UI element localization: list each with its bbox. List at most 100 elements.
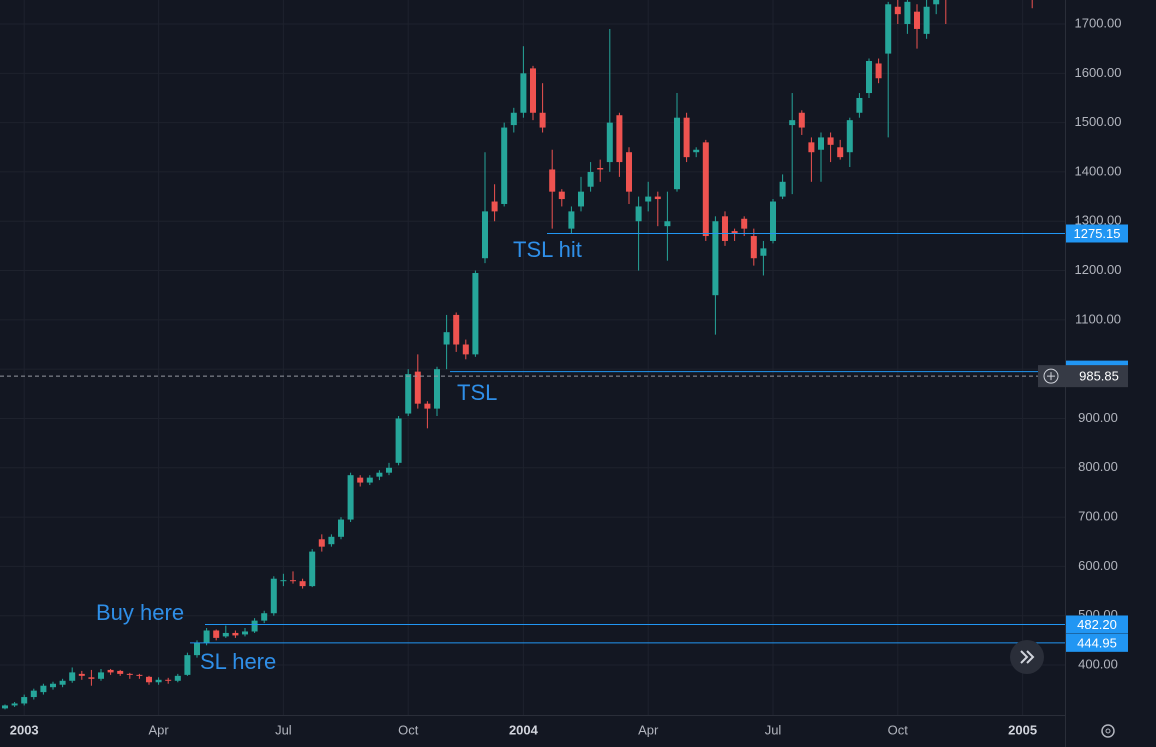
candle-body [693, 149, 700, 153]
y-tick-label: 1600.00 [1075, 65, 1122, 80]
candle-body [491, 201, 498, 212]
candle-body [539, 112, 546, 128]
y-tick-label: 800.00 [1078, 459, 1118, 474]
candle-body [242, 631, 248, 635]
candle-body [549, 169, 556, 192]
candle-body [338, 519, 344, 537]
candle-body [664, 221, 671, 227]
candle-body [856, 97, 863, 113]
candle-body [712, 221, 719, 296]
candle-body [674, 117, 680, 190]
price-label-box [1066, 224, 1128, 243]
candle-body [184, 655, 191, 675]
candle-body [203, 630, 210, 643]
candle-body [472, 273, 479, 355]
y-tick-label: 1100.00 [1075, 311, 1121, 326]
candle-body [78, 673, 85, 676]
candle-body [818, 137, 824, 150]
candle-body [827, 137, 834, 145]
candle-body [69, 672, 76, 681]
candle-body [779, 181, 786, 197]
axes: 400.00500.00600.00700.00800.00900.001000… [10, 15, 1128, 737]
annotation: TSL hit [513, 237, 582, 262]
x-tick-label: Jul [765, 722, 782, 737]
candle-body [933, 0, 940, 5]
crosshair-plus [1043, 368, 1059, 384]
candle-body [645, 196, 652, 202]
candle-body [318, 539, 325, 547]
settings-icon[interactable] [1101, 724, 1115, 738]
candle-body [222, 632, 229, 637]
settings-icon-center[interactable] [1105, 728, 1111, 734]
candle-body [155, 679, 162, 683]
candle-body [146, 676, 152, 683]
candle-body [866, 60, 872, 94]
settings-button[interactable] [1101, 724, 1115, 738]
scroll-button[interactable] [1010, 640, 1044, 674]
candle-body [251, 620, 258, 632]
candle-body [174, 675, 181, 681]
x-tick-label: Oct [398, 722, 419, 737]
candle-body [750, 236, 757, 259]
candle-body [558, 191, 565, 200]
candle-body [798, 112, 805, 128]
candle-body [376, 472, 383, 477]
candle-body [837, 147, 844, 158]
candle-body [270, 578, 277, 614]
candle-body [194, 642, 200, 656]
current-price-label: 985.85 [1079, 369, 1119, 384]
candle-body [309, 551, 316, 587]
price-label-box [1066, 615, 1128, 634]
candle-body [424, 403, 431, 409]
price-label: 444.95 [1077, 635, 1117, 650]
y-tick-label: 1300.00 [1075, 213, 1122, 228]
candle-body [923, 6, 930, 34]
candle-body [462, 344, 469, 355]
candle-body [885, 4, 892, 54]
candle-body [11, 703, 18, 706]
candle-body [904, 1, 911, 25]
y-tick-label: 600.00 [1078, 558, 1118, 573]
candle-body [520, 73, 527, 113]
candle-body [597, 167, 604, 170]
scroll-icon[interactable] [1020, 650, 1035, 664]
current-price-box [1038, 365, 1128, 388]
y-tick-label: 700.00 [1078, 509, 1118, 524]
candle-body [626, 152, 632, 192]
candle-body [654, 196, 661, 200]
candle-body [117, 670, 124, 674]
annotation: SL here [200, 649, 276, 674]
candle-body [2, 705, 8, 709]
price-label-box [1066, 633, 1128, 652]
candle-body [606, 122, 613, 163]
y-tick-label: 1500.00 [1075, 114, 1122, 129]
x-tick-label: 2005 [1008, 722, 1037, 737]
candle-body [770, 201, 776, 241]
candle-body [482, 211, 488, 259]
candle-body [414, 371, 421, 404]
crosshair-plus-icon [1047, 372, 1055, 381]
candle-body [760, 248, 767, 256]
candle-body [213, 630, 220, 638]
candle-body [808, 142, 815, 153]
plot-area [0, 0, 1065, 710]
y-tick-label: 900.00 [1078, 410, 1118, 425]
y-tick-label: 1400.00 [1075, 163, 1122, 178]
candle-body [894, 6, 901, 15]
x-tick-label: Apr [638, 722, 659, 737]
price-label: 482.20 [1077, 617, 1117, 632]
candle-body [587, 171, 594, 187]
candle-body [126, 673, 133, 675]
candle-body [40, 685, 47, 693]
candle-body [846, 120, 853, 153]
candle-body [501, 127, 508, 204]
x-tick-label: Apr [148, 722, 169, 737]
candle-body [299, 581, 306, 587]
candle-body [107, 669, 114, 673]
candle-body [21, 697, 28, 704]
y-tick-label: 1700.00 [1075, 15, 1122, 30]
candle-body [578, 191, 584, 207]
candle-body [434, 369, 440, 409]
